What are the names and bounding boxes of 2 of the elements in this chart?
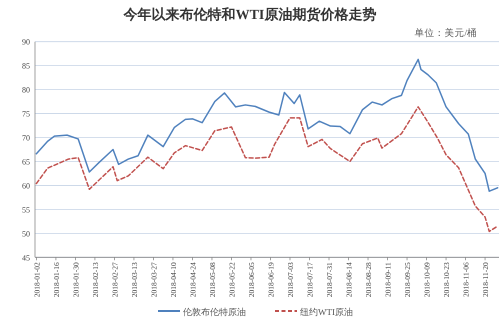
title: 今年以来布伦特和WTI原油期货价格走势 — [124, 8, 376, 23]
annotation: 单位：美元/桶 — [414, 29, 477, 39]
